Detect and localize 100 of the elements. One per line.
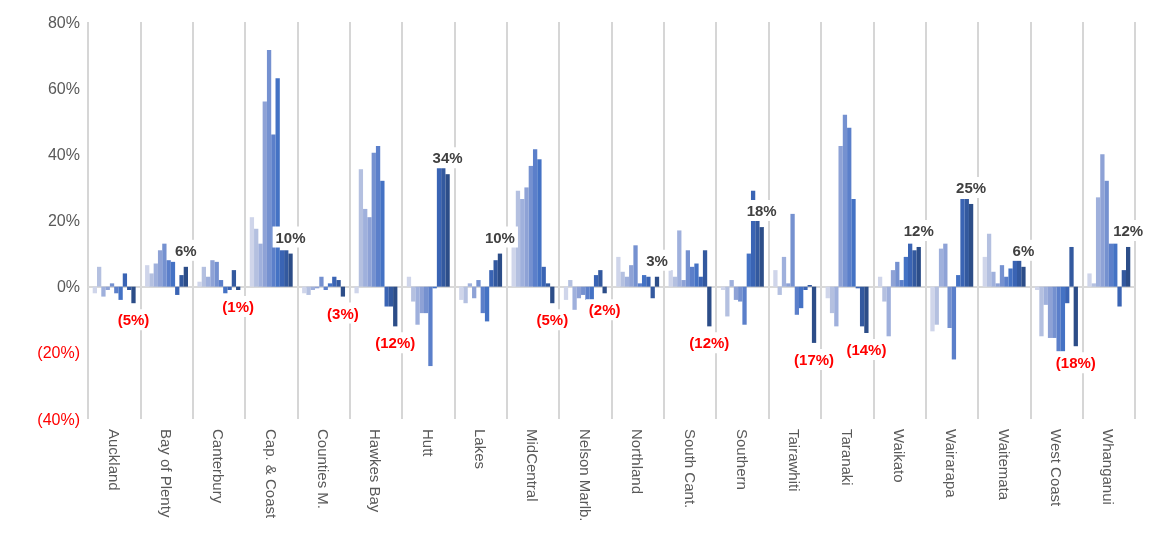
x-tick-label: Hawkes Bay: [367, 429, 385, 513]
data-label: 10%: [275, 228, 306, 246]
bar: [183, 266, 188, 287]
bar: [162, 243, 167, 287]
bar: [520, 199, 525, 287]
bar: [480, 286, 485, 314]
bar: [1087, 273, 1092, 287]
x-tick-label: Waitemata: [995, 429, 1013, 501]
bar: [934, 286, 939, 325]
data-label: 12%: [1113, 221, 1144, 239]
bar: [266, 50, 272, 287]
bar: [288, 253, 293, 287]
bar: [249, 217, 255, 287]
x-tick-label: Counties M.: [315, 429, 333, 510]
bar: [742, 286, 747, 325]
bar: [428, 286, 433, 367]
x-tick-label: Whanganui: [1100, 429, 1118, 505]
bar: [262, 101, 267, 287]
bar: [1117, 286, 1122, 307]
bar: [633, 245, 638, 287]
bar: [532, 149, 538, 287]
bar: [899, 280, 904, 287]
bar: [179, 275, 184, 287]
bar: [982, 256, 987, 287]
bar: [380, 180, 385, 287]
bar: [149, 273, 154, 287]
bar: [367, 217, 372, 287]
bar: [1113, 243, 1118, 287]
bar: [759, 227, 764, 287]
bar: [1047, 286, 1053, 338]
bar: [157, 250, 163, 287]
bar: [786, 283, 791, 287]
bar: [332, 276, 337, 287]
bar: [568, 280, 573, 287]
data-label: 12%: [903, 221, 934, 239]
x-tick-label: Cap. & Coast: [262, 429, 280, 520]
bar: [681, 280, 686, 287]
bar: [916, 246, 921, 287]
bar: [755, 220, 760, 287]
bar: [733, 286, 739, 300]
bar: [1004, 276, 1009, 287]
data-label: 6%: [175, 241, 197, 259]
bar: [886, 286, 891, 337]
bar: [803, 286, 808, 290]
bar: [999, 265, 1005, 287]
bar: [1056, 286, 1061, 352]
bar: [746, 253, 751, 287]
data-label: (5%): [536, 311, 569, 329]
bar: [463, 286, 468, 304]
bar: [773, 270, 778, 287]
data-label: (12%): [375, 334, 416, 352]
bar: [725, 286, 730, 317]
bar: [467, 283, 473, 287]
bar: [943, 243, 948, 287]
bar: [672, 276, 678, 287]
bar: [415, 286, 420, 325]
bar: [1091, 283, 1096, 287]
bar: [1121, 270, 1126, 287]
bar: [585, 286, 590, 300]
bar: [1100, 154, 1105, 287]
bar: [406, 276, 412, 287]
data-label: (12%): [689, 334, 730, 352]
bar: [629, 265, 634, 287]
bar: [1043, 286, 1048, 305]
bar: [218, 280, 224, 287]
y-tick-label: 80%: [47, 13, 80, 31]
bar: [598, 270, 603, 287]
data-label: 25%: [956, 178, 987, 196]
bar: [1039, 286, 1044, 337]
bar: [445, 174, 450, 287]
bar: [384, 286, 389, 307]
bar: [336, 280, 341, 287]
bar: [641, 275, 647, 287]
bar: [956, 275, 961, 287]
bar: [1104, 180, 1109, 287]
bar: [834, 286, 839, 327]
bar: [484, 286, 490, 322]
bar: [1060, 286, 1066, 352]
bar: [838, 146, 843, 287]
bar: [685, 250, 691, 287]
y-tick-label: (20%): [37, 344, 80, 362]
bar: [698, 276, 703, 287]
bar: [497, 253, 503, 287]
bar: [1108, 243, 1114, 287]
x-tick-label: Auckland: [105, 429, 123, 491]
x-tick-label: Canterbury: [210, 429, 228, 504]
bar: [1017, 260, 1022, 287]
bar: [859, 286, 865, 327]
bar: [829, 286, 835, 314]
bar: [271, 134, 276, 287]
bar: [964, 199, 969, 287]
bar: [790, 213, 795, 287]
bar: [423, 286, 429, 314]
bar: [616, 256, 621, 287]
bar: [375, 146, 381, 287]
bar: [358, 169, 364, 287]
bar: [912, 250, 917, 287]
bar: [707, 286, 712, 327]
bar: [411, 286, 416, 302]
bar: [393, 286, 398, 327]
